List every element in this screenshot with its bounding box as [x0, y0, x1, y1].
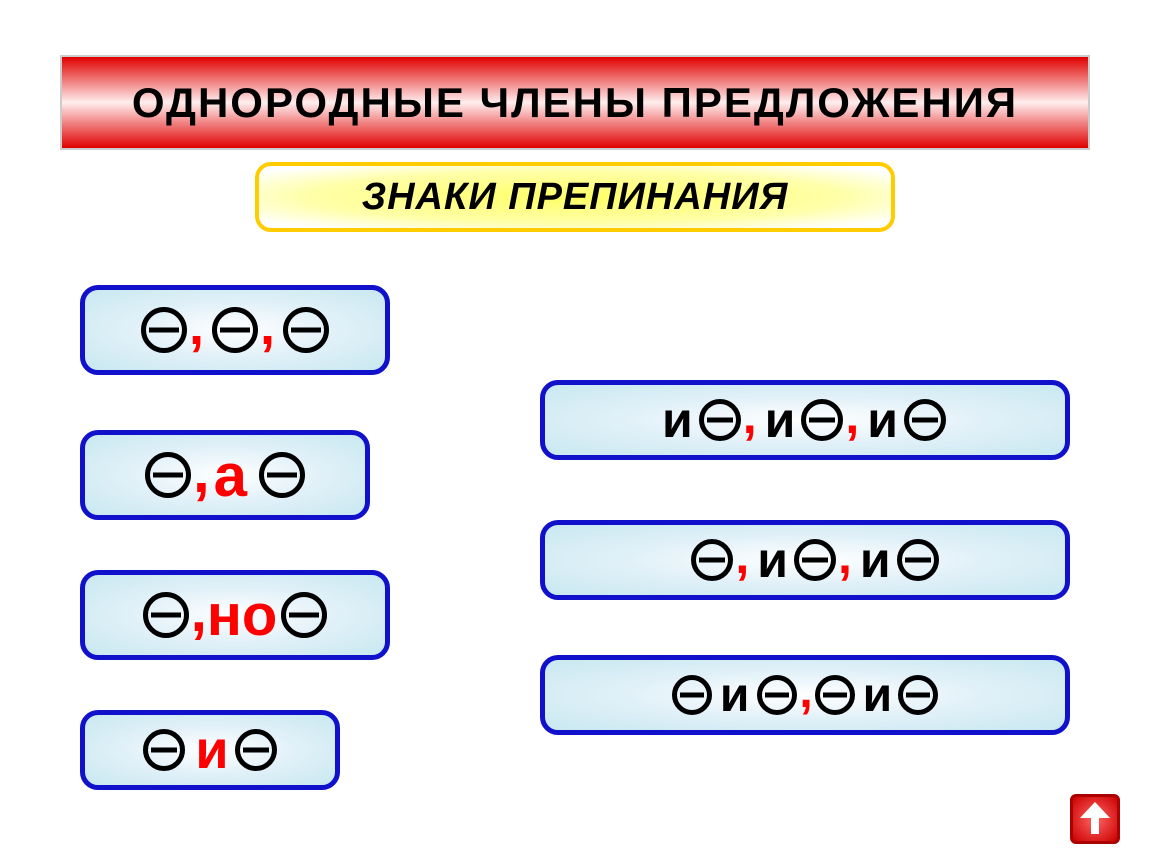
comma: , — [845, 387, 859, 445]
theta-symbol — [259, 452, 305, 498]
subtitle: ЗНАКИ ПРЕПИНАНИЯ — [362, 176, 789, 219]
theta-symbol — [691, 539, 733, 581]
theta-symbol — [143, 729, 185, 771]
theta-symbol — [672, 675, 712, 715]
back-button[interactable] — [1070, 794, 1120, 844]
conjunction: и — [765, 391, 796, 449]
comma: , — [799, 664, 812, 719]
up-arrow-icon — [1080, 804, 1110, 834]
comma: , — [191, 578, 207, 645]
rule-i-i-i: и,и,и — [540, 380, 1070, 460]
conjunction: и — [720, 668, 750, 723]
conjunction: и — [662, 391, 693, 449]
conjunction: и — [195, 719, 228, 781]
theta-symbol — [757, 675, 797, 715]
theta-symbol — [897, 539, 939, 581]
theta-symbol — [699, 399, 741, 441]
rule-no: ,но — [80, 570, 390, 660]
theta-symbol — [904, 399, 946, 441]
comma: , — [735, 527, 749, 585]
conjunction: но — [207, 582, 277, 649]
page-title: ОДНОРОДНЫЕ ЧЛЕНЫ ПРЕДЛОЖЕНИЯ — [132, 79, 1018, 127]
comma: , — [260, 295, 275, 357]
theta-symbol — [281, 592, 327, 638]
conjunction: и — [757, 531, 788, 589]
theta-symbol — [801, 399, 843, 441]
subtitle-bar: ЗНАКИ ПРЕПИНАНИЯ — [255, 162, 895, 232]
comma: , — [193, 437, 210, 506]
rule-comma-comma: ,, — [80, 285, 390, 375]
rule-i-single: и — [80, 710, 340, 790]
theta-symbol — [898, 675, 938, 715]
conjunction: а — [214, 441, 247, 510]
rule-pairs: и, и — [540, 655, 1070, 735]
theta-symbol — [283, 307, 329, 353]
conjunction: и — [867, 391, 898, 449]
theta-symbol — [794, 539, 836, 581]
comma: , — [838, 527, 852, 585]
conjunction: и — [860, 531, 891, 589]
theta-symbol — [815, 675, 855, 715]
comma: , — [743, 387, 757, 445]
conjunction: и — [863, 668, 893, 723]
title-bar: ОДНОРОДНЫЕ ЧЛЕНЫ ПРЕДЛОЖЕНИЯ — [60, 55, 1090, 150]
theta-symbol — [235, 729, 277, 771]
theta-symbol — [143, 592, 189, 638]
theta-symbol — [145, 452, 191, 498]
theta-symbol — [212, 307, 258, 353]
rule-a: ,а — [80, 430, 370, 520]
theta-symbol — [141, 307, 187, 353]
rule-theta-i-i: ,и,и — [540, 520, 1070, 600]
comma: , — [189, 295, 204, 357]
